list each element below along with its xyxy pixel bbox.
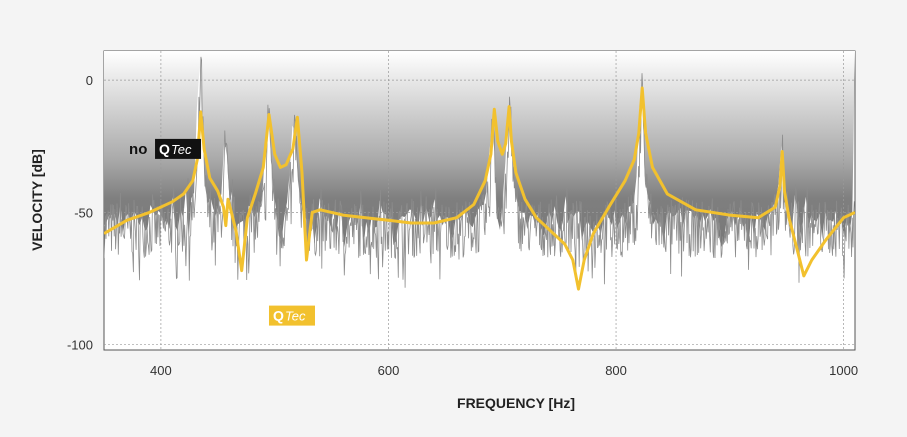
annotation-qtec: Q Tec xyxy=(268,305,315,326)
x-tick-label: 1000 xyxy=(829,363,858,378)
series-no-qtec-line xyxy=(104,56,855,288)
x-tick-label: 400 xyxy=(150,363,172,378)
x-tick-label: 800 xyxy=(605,363,627,378)
series-qtec-line xyxy=(104,86,855,291)
y-tick-label: 0 xyxy=(86,73,93,88)
y-axis-title: VELOCITY [dB] xyxy=(29,149,45,251)
annotation-no-qtec: no Q Tec xyxy=(129,138,202,159)
tick-labels: 400 600 800 1000 0 -50 -100 xyxy=(67,73,858,378)
no-qtec-gradient-fill xyxy=(104,51,855,248)
y-tick-label: -100 xyxy=(67,338,93,353)
x-axis-title: FREQUENCY [Hz] xyxy=(457,395,575,411)
x-tick-label: 600 xyxy=(378,363,400,378)
qtec-badge-rest: Tec xyxy=(171,142,192,157)
qtec-badge-q: Q xyxy=(273,308,284,324)
y-tick-label: -50 xyxy=(74,205,93,220)
qtec-badge-q: Q xyxy=(159,141,170,157)
qtec-badge-box xyxy=(155,138,202,159)
qtec-badge-rest: Tec xyxy=(285,309,306,324)
annotation-prefix: no xyxy=(129,141,147,158)
qtec-badge-box xyxy=(268,305,315,326)
